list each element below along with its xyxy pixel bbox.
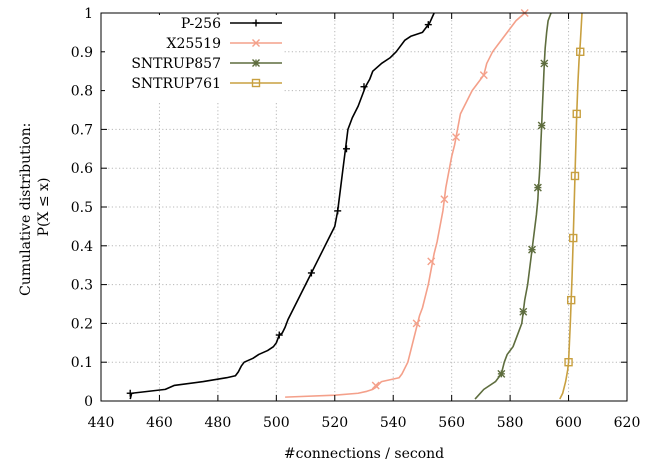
y-tick-label: 1 <box>84 6 93 22</box>
y-tick-label: 0.6 <box>71 161 93 177</box>
series-marker-x25519 <box>452 133 461 142</box>
legend-entry-p-256: P-256 <box>181 16 282 32</box>
x-tick-label: 580 <box>497 415 524 431</box>
x-tick-label: 480 <box>205 415 232 431</box>
legend-marker <box>251 78 261 88</box>
series-marker-sntrup857 <box>528 245 537 254</box>
series-marker-sntrup761 <box>564 358 573 367</box>
y-axis-label-line-2: P(X ≤ x) <box>36 178 52 237</box>
series-marker-x25519 <box>440 195 449 204</box>
series-marker-sntrup761 <box>576 47 585 56</box>
series-marker-p-256 <box>360 83 368 91</box>
y-tick-label: 0.9 <box>71 45 93 61</box>
legend: P-256 X25519 SNTRUP857 SNTRUP761 <box>105 15 283 101</box>
series-marker-sntrup857 <box>533 183 542 192</box>
series-marker-sntrup761 <box>572 109 581 119</box>
x-tick-label: 520 <box>321 415 348 431</box>
x-tick-label: 540 <box>380 415 407 431</box>
y-tick-label: 0 <box>84 394 93 410</box>
series-marker-sntrup761 <box>569 233 578 243</box>
series-marker-x25519 <box>427 257 436 266</box>
series-marker-p-256 <box>424 21 432 29</box>
series-line-sntrup761 <box>559 12 583 400</box>
series-marker-sntrup857 <box>537 121 546 130</box>
series-lines <box>126 9 585 400</box>
series-marker-p-256 <box>342 145 350 153</box>
y-tick-label: 0.4 <box>71 239 93 255</box>
series-marker-sntrup857 <box>540 59 549 68</box>
x-tick-label: 560 <box>438 415 465 431</box>
series-line-x25519 <box>285 12 526 398</box>
series-marker-p-256 <box>275 331 283 339</box>
x-axis-label: #connections / second <box>284 446 444 462</box>
y-tick-label: 0.5 <box>71 200 93 216</box>
y-axis-label-line-1: Cumulative distribution: <box>18 123 34 296</box>
x-tick-label: 440 <box>88 415 115 431</box>
legend-label: SNTRUP761 <box>131 76 221 92</box>
series-x25519 <box>285 9 529 398</box>
legend-label: X25519 <box>166 36 221 52</box>
series-sntrup857 <box>474 12 552 400</box>
x-tick-label: 500 <box>263 415 290 431</box>
axis-ticks: 440 460 480 500 520 540 560 580 600 620 0 0.1 0.2 0.3… <box>71 6 641 431</box>
y-tick-label: 0.7 <box>71 122 93 138</box>
series-marker-sntrup761 <box>570 171 580 181</box>
series-marker-x25519 <box>479 71 488 80</box>
series-line-sntrup857 <box>474 12 552 400</box>
y-tick-label: 0.3 <box>71 278 93 294</box>
series-p-256 <box>126 12 435 400</box>
series-marker-p-256 <box>126 389 134 397</box>
legend-label: P-256 <box>181 16 221 32</box>
x-tick-label: 460 <box>146 415 173 431</box>
series-marker-sntrup857 <box>519 307 528 316</box>
series-marker-p-256 <box>307 269 315 277</box>
series-sntrup761 <box>559 12 585 400</box>
y-tick-label: 0.2 <box>71 316 93 332</box>
x-tick-label: 600 <box>555 415 582 431</box>
series-marker-sntrup761 <box>566 295 576 305</box>
y-tick-label: 0.8 <box>71 84 93 100</box>
legend-entry-sntrup761: SNTRUP761 <box>131 76 282 92</box>
legend-label: SNTRUP857 <box>131 56 221 72</box>
legend-entry-x25519: X25519 <box>166 36 282 52</box>
legend-marker <box>252 59 260 67</box>
legend-marker <box>252 39 260 47</box>
legend-entry-sntrup857: SNTRUP857 <box>131 56 282 72</box>
legend-marker <box>252 19 260 27</box>
series-marker-x25519 <box>371 381 380 390</box>
series-marker-p-256 <box>334 207 342 215</box>
series-marker-sntrup857 <box>497 369 506 378</box>
x-tick-label: 620 <box>614 415 641 431</box>
y-axis-label: Cumulative distribution: P(X ≤ x) <box>18 118 52 296</box>
y-tick-label: 0.1 <box>71 355 93 371</box>
series-line-p-256 <box>129 12 435 400</box>
series-marker-x25519 <box>412 319 421 328</box>
